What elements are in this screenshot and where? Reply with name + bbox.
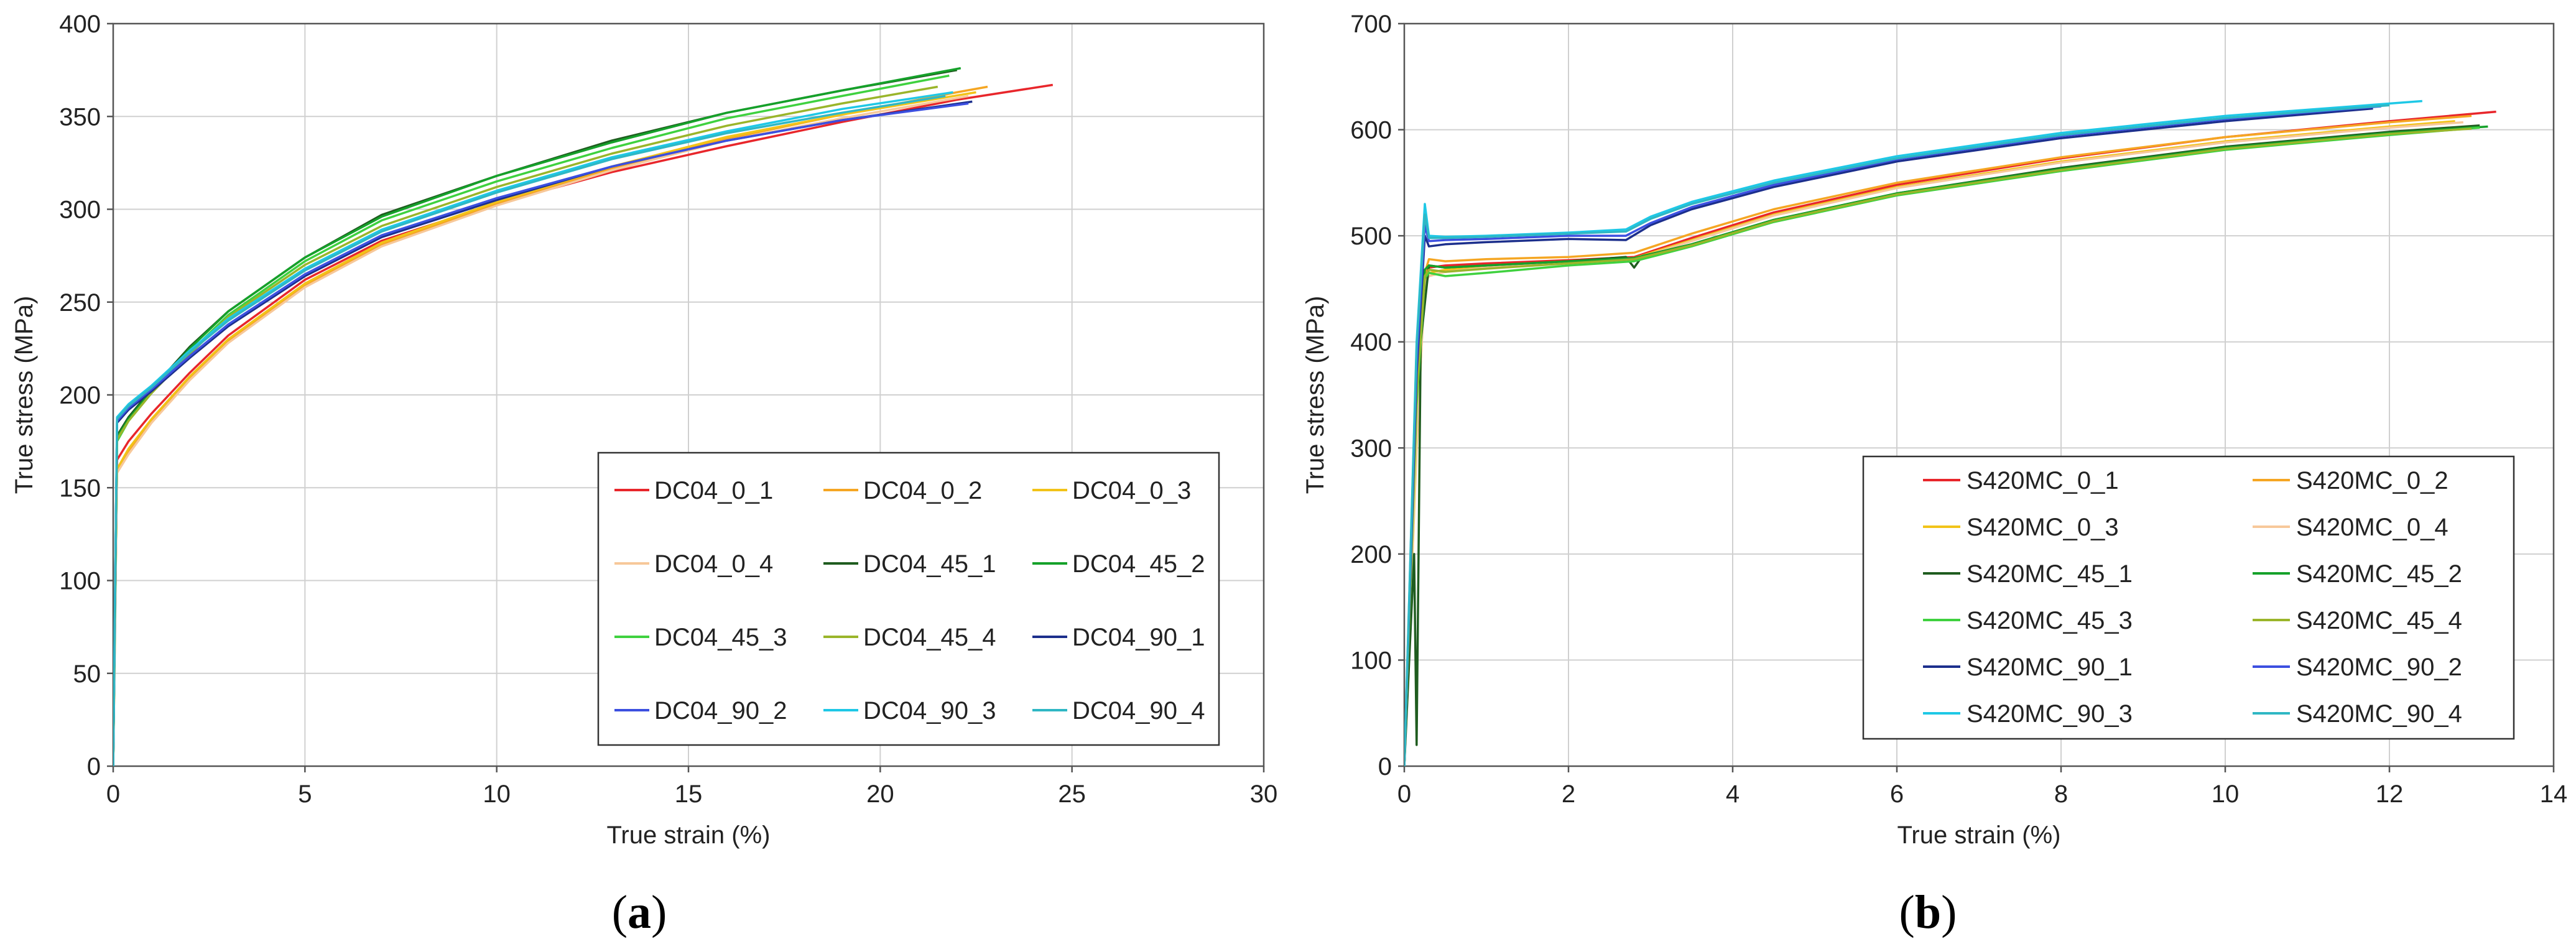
panel-b-legend-label: S420MC_45_4 <box>2296 607 2462 634</box>
panel-a-x-tick-label: 10 <box>483 780 511 808</box>
panel-a-y-tick-label: 0 <box>87 753 101 780</box>
panel-b-y-tick-label: 0 <box>1378 753 1392 780</box>
panel-b-x-tick-label: 10 <box>2212 780 2240 808</box>
panel-b-y-axis-label: True stress (MPa) <box>1302 296 1329 494</box>
panel-b-legend-label: S420MC_0_1 <box>1967 467 2119 494</box>
panel-a-x-tick-label: 20 <box>866 780 894 808</box>
panel-b-legend-label: S420MC_90_4 <box>2296 700 2462 728</box>
panel-a-x-tick-label: 25 <box>1058 780 1086 808</box>
panel-a-series-line-dc04-0-3 <box>113 91 976 766</box>
panel-a-legend-label: DC04_90_4 <box>1072 697 1205 724</box>
panel-a-caption-open: ( <box>612 886 628 938</box>
panel-b-legend-label: S420MC_0_3 <box>1967 514 2119 541</box>
panel-a-series-group <box>113 67 1054 766</box>
chart-panel-a: 0 5 10 15 20 25 30050100150200250300350400True… <box>11 11 1277 938</box>
panel-a-y-tick-label: 300 <box>59 197 101 224</box>
panel-b-x-tick-label: 0 <box>1397 780 1411 808</box>
panel-b-caption-letter: b <box>1915 886 1941 938</box>
panel-a-legend-label: DC04_45_2 <box>1072 550 1205 578</box>
panel-b-plot-frame <box>1403 22 2555 767</box>
panel-b-x-tick-label: 12 <box>2376 780 2404 808</box>
panel-b-legend: S420MC_0_1 S420MC_0_2 S420MC_0_3 S420MC_0_4… <box>1862 455 2515 740</box>
chart-panel-b: 0 2 4 6 8 10 12 14 0 100 200 300 400 500 600 700 True st… <box>1302 11 2567 938</box>
panel-b-x-tick-label: 6 <box>1890 780 1904 808</box>
panel-b-legend-label: S420MC_0_2 <box>2296 467 2449 494</box>
panel-b-series-line-s420mc-90-4 <box>1404 104 2390 766</box>
panel-b-caption-open: ( <box>1899 886 1915 938</box>
panel-b-legend-label: S420MC_45_1 <box>1967 560 2133 588</box>
panel-a-y-tick-label: 100 <box>59 568 101 595</box>
panel-a-legend-label: DC04_90_2 <box>654 697 787 724</box>
panel-a-series-line-dc04-90-3 <box>113 91 953 766</box>
panel-b-legend-label: S420MC_90_1 <box>1967 654 2133 681</box>
panel-b-caption: (b) <box>1899 886 1957 938</box>
panel-a-series-line-dc04-0-1 <box>113 83 1054 766</box>
panel-b-legend-box <box>1862 455 2515 740</box>
panel-b-x-tick-label: 8 <box>2054 780 2068 808</box>
panel-a-legend: DC04_0_1 DC04_0_2 DC04_0_3 DC04_0_4 DC04_45_… <box>597 451 1220 746</box>
panel-a-x-tick-label: 5 <box>298 780 312 808</box>
panel-b-caption-close: ) <box>1941 886 1957 938</box>
panel-a-legend-label: DC04_0_3 <box>1072 477 1191 504</box>
panel-a-legend-label: DC04_0_2 <box>863 477 982 504</box>
panel-b-series-line-s420mc-90-1 <box>1404 107 2373 766</box>
panel-a-legend-label: DC04_0_1 <box>654 477 773 504</box>
panel-a-y-axis-label: True stress (MPa) <box>11 296 38 494</box>
panel-b-series-group <box>1404 100 2496 766</box>
panel-b-legend-label: S420MC_45_2 <box>2296 560 2462 588</box>
panel-a-legend-label: DC04_45_4 <box>863 624 996 651</box>
panel-a-caption: (a) <box>612 886 667 938</box>
panel-a-y-tick-label: 200 <box>59 382 101 409</box>
panel-b-legend-label: S420MC_90_3 <box>1967 700 2133 728</box>
panel-a-y-tick-label: 350 <box>59 103 101 131</box>
panel-a-legend-label: DC04_0_4 <box>654 550 773 578</box>
panel-b-x-tick-label: 4 <box>1726 780 1740 808</box>
panel-a-x-tick-label: 15 <box>675 780 703 808</box>
panel-b-x-tick-label: 2 <box>1562 780 1575 808</box>
panel-b-y-tick-label: 600 <box>1350 117 1392 144</box>
panel-a-y-tick-label: 250 <box>59 289 101 317</box>
panel-b-legend-label: S420MC_45_3 <box>1967 607 2133 634</box>
panel-a-legend-label: DC04_45_1 <box>863 550 996 578</box>
panel-a-y-tick-label: 400 <box>59 11 101 38</box>
panel-a-x-tick-label: 0 <box>106 780 120 808</box>
panel-a-series-line-dc04-45-4 <box>113 85 938 766</box>
panel-a-legend-label: DC04_45_3 <box>654 624 787 651</box>
panel-a-legend-label: DC04_90_1 <box>1072 624 1205 651</box>
panel-a-y-tick-label: 50 <box>73 660 101 688</box>
panel-b-series-line-s420mc-45-4 <box>1404 127 2472 766</box>
panel-b-y-tick-label: 300 <box>1350 435 1392 462</box>
panel-a-series-line-dc04-90-2 <box>113 102 969 766</box>
panel-b-x-tick-label: 14 <box>2540 780 2568 808</box>
panel-b-y-tick-label: 500 <box>1350 223 1392 250</box>
panel-a-series-line-dc04-45-2 <box>113 67 961 766</box>
panel-a-caption-close: ) <box>651 886 667 938</box>
panel-b-y-tick-label: 100 <box>1350 647 1392 674</box>
panel-b-series-line-s420mc-90-3 <box>1404 100 2422 766</box>
panel-b-y-tick-label: 700 <box>1350 11 1392 38</box>
panel-a-series-line-dc04-90-4 <box>113 95 946 766</box>
panel-a-x-tick-label: 30 <box>1250 780 1278 808</box>
panel-b-legend-label: S420MC_0_4 <box>2296 514 2449 541</box>
panel-b-y-tick-label: 200 <box>1350 541 1392 568</box>
panel-b-legend-label: S420MC_90_2 <box>2296 654 2462 681</box>
panel-a-caption-letter: a <box>628 886 651 938</box>
panel-a-legend-box <box>597 451 1220 746</box>
panel-a-legend-label: DC04_90_3 <box>863 697 996 724</box>
panel-b-x-axis-label: True strain (%) <box>1897 822 2060 849</box>
panel-a-y-tick-label: 150 <box>59 474 101 502</box>
panel-a-x-axis-label: True strain (%) <box>606 822 770 849</box>
panel-b-y-tick-label: 400 <box>1350 329 1392 356</box>
